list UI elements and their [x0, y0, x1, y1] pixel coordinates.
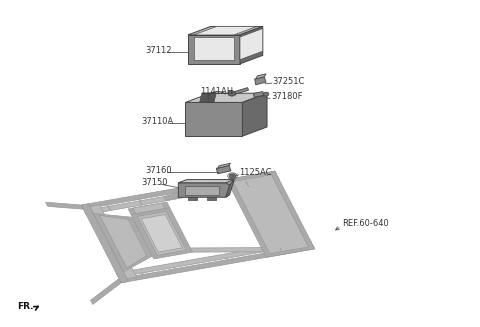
Polygon shape [188, 197, 197, 200]
Polygon shape [81, 171, 277, 209]
Polygon shape [200, 93, 216, 102]
Text: 37160: 37160 [145, 166, 172, 175]
Polygon shape [179, 180, 234, 183]
Polygon shape [188, 26, 263, 35]
Polygon shape [185, 93, 267, 102]
Polygon shape [91, 279, 121, 304]
Polygon shape [194, 26, 257, 35]
Text: 37112: 37112 [145, 45, 172, 55]
Polygon shape [131, 208, 192, 259]
Circle shape [263, 92, 269, 96]
Polygon shape [235, 88, 249, 94]
Polygon shape [164, 180, 228, 201]
Polygon shape [90, 205, 137, 279]
Text: 37110A: 37110A [141, 117, 174, 126]
Text: FR.: FR. [17, 302, 34, 311]
Polygon shape [179, 183, 229, 197]
Polygon shape [81, 204, 129, 283]
Polygon shape [119, 245, 315, 283]
Polygon shape [256, 74, 266, 79]
Text: 1125AC: 1125AC [239, 168, 272, 177]
Polygon shape [253, 92, 264, 97]
Polygon shape [240, 26, 263, 64]
Polygon shape [185, 102, 242, 136]
Polygon shape [216, 165, 231, 174]
Polygon shape [194, 37, 234, 60]
Text: 1141AH: 1141AH [200, 87, 233, 96]
Polygon shape [240, 28, 263, 60]
Polygon shape [94, 214, 152, 272]
Text: 37150: 37150 [141, 178, 168, 187]
Polygon shape [207, 197, 216, 200]
Polygon shape [128, 202, 170, 215]
Polygon shape [185, 186, 219, 195]
Polygon shape [84, 177, 280, 215]
Polygon shape [242, 93, 267, 136]
Text: 37251C: 37251C [272, 77, 305, 86]
Polygon shape [188, 35, 240, 64]
Polygon shape [137, 211, 186, 255]
Polygon shape [116, 239, 312, 277]
Polygon shape [218, 163, 230, 168]
Polygon shape [46, 202, 84, 209]
Polygon shape [226, 180, 234, 197]
Text: 37180F: 37180F [271, 92, 302, 101]
Polygon shape [141, 215, 182, 252]
Polygon shape [233, 175, 309, 254]
Polygon shape [100, 215, 147, 268]
Polygon shape [133, 203, 165, 214]
Text: REF.60-640: REF.60-640 [342, 218, 389, 228]
Polygon shape [191, 248, 264, 252]
Polygon shape [227, 171, 315, 257]
Polygon shape [228, 91, 236, 96]
Circle shape [229, 174, 236, 178]
Polygon shape [255, 77, 266, 85]
